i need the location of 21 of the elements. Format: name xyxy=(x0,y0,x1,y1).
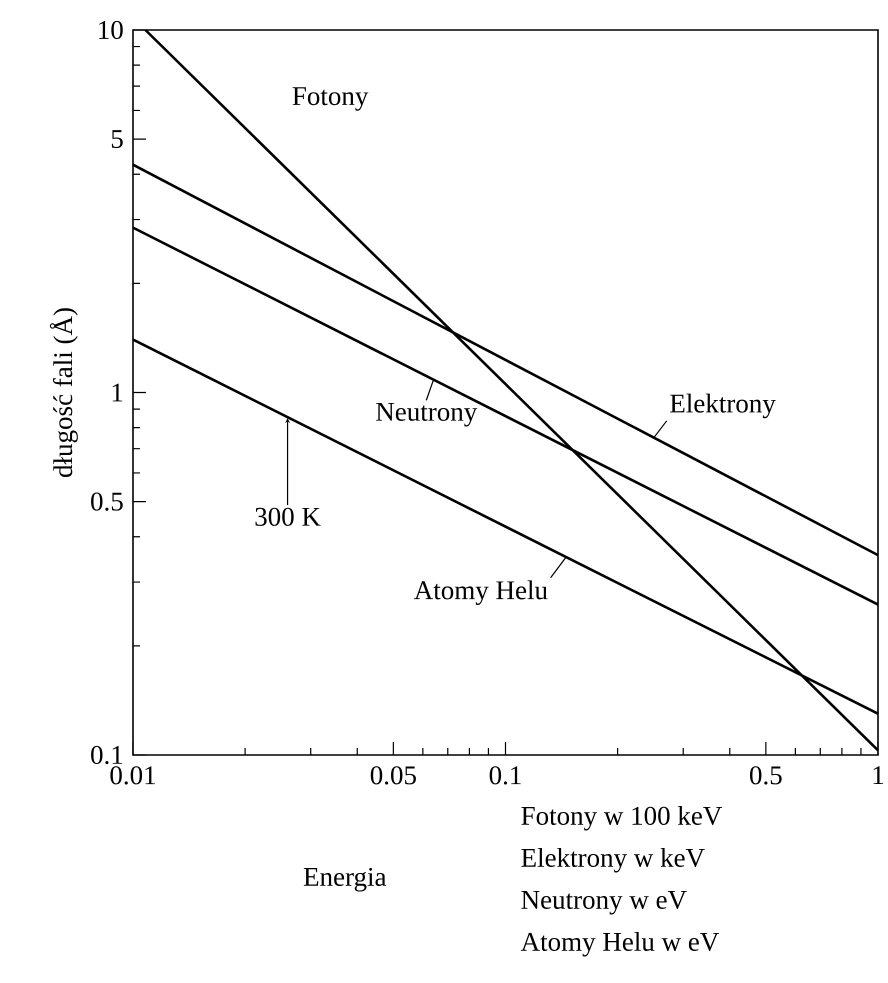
annotation: Elektrony xyxy=(670,394,776,418)
text: Elektrony w keV xyxy=(521,848,705,873)
x-tick-label: 1 xyxy=(874,766,884,784)
x-tick-label: 0.5 xyxy=(750,766,782,785)
annotation: Neutrony xyxy=(376,402,478,426)
y-axis-title: długość fali (Å) xyxy=(50,308,78,478)
y-tick-label: 10 xyxy=(99,20,123,40)
text: Atomy Helu w eV xyxy=(520,932,720,957)
y-tick-label: 0.1 xyxy=(91,746,122,764)
y-tick-label: 0.5 xyxy=(91,492,123,511)
annotation: 300 K xyxy=(255,508,321,526)
y-tick-label: 5 xyxy=(112,130,123,148)
y-tick-label: 1 xyxy=(112,384,122,402)
x-tick-label: 0.1 xyxy=(490,766,521,785)
x-tick-label: 0.01 xyxy=(110,766,155,785)
text: Neutrony w eV xyxy=(521,891,687,915)
text: Fotony w 100 keV xyxy=(521,806,722,831)
annotation: Fotony xyxy=(292,87,368,111)
annotation: Atomy Helu xyxy=(414,580,548,605)
x-axis-title: Energia xyxy=(304,868,386,892)
x-tick-label: 0.05 xyxy=(370,766,416,785)
